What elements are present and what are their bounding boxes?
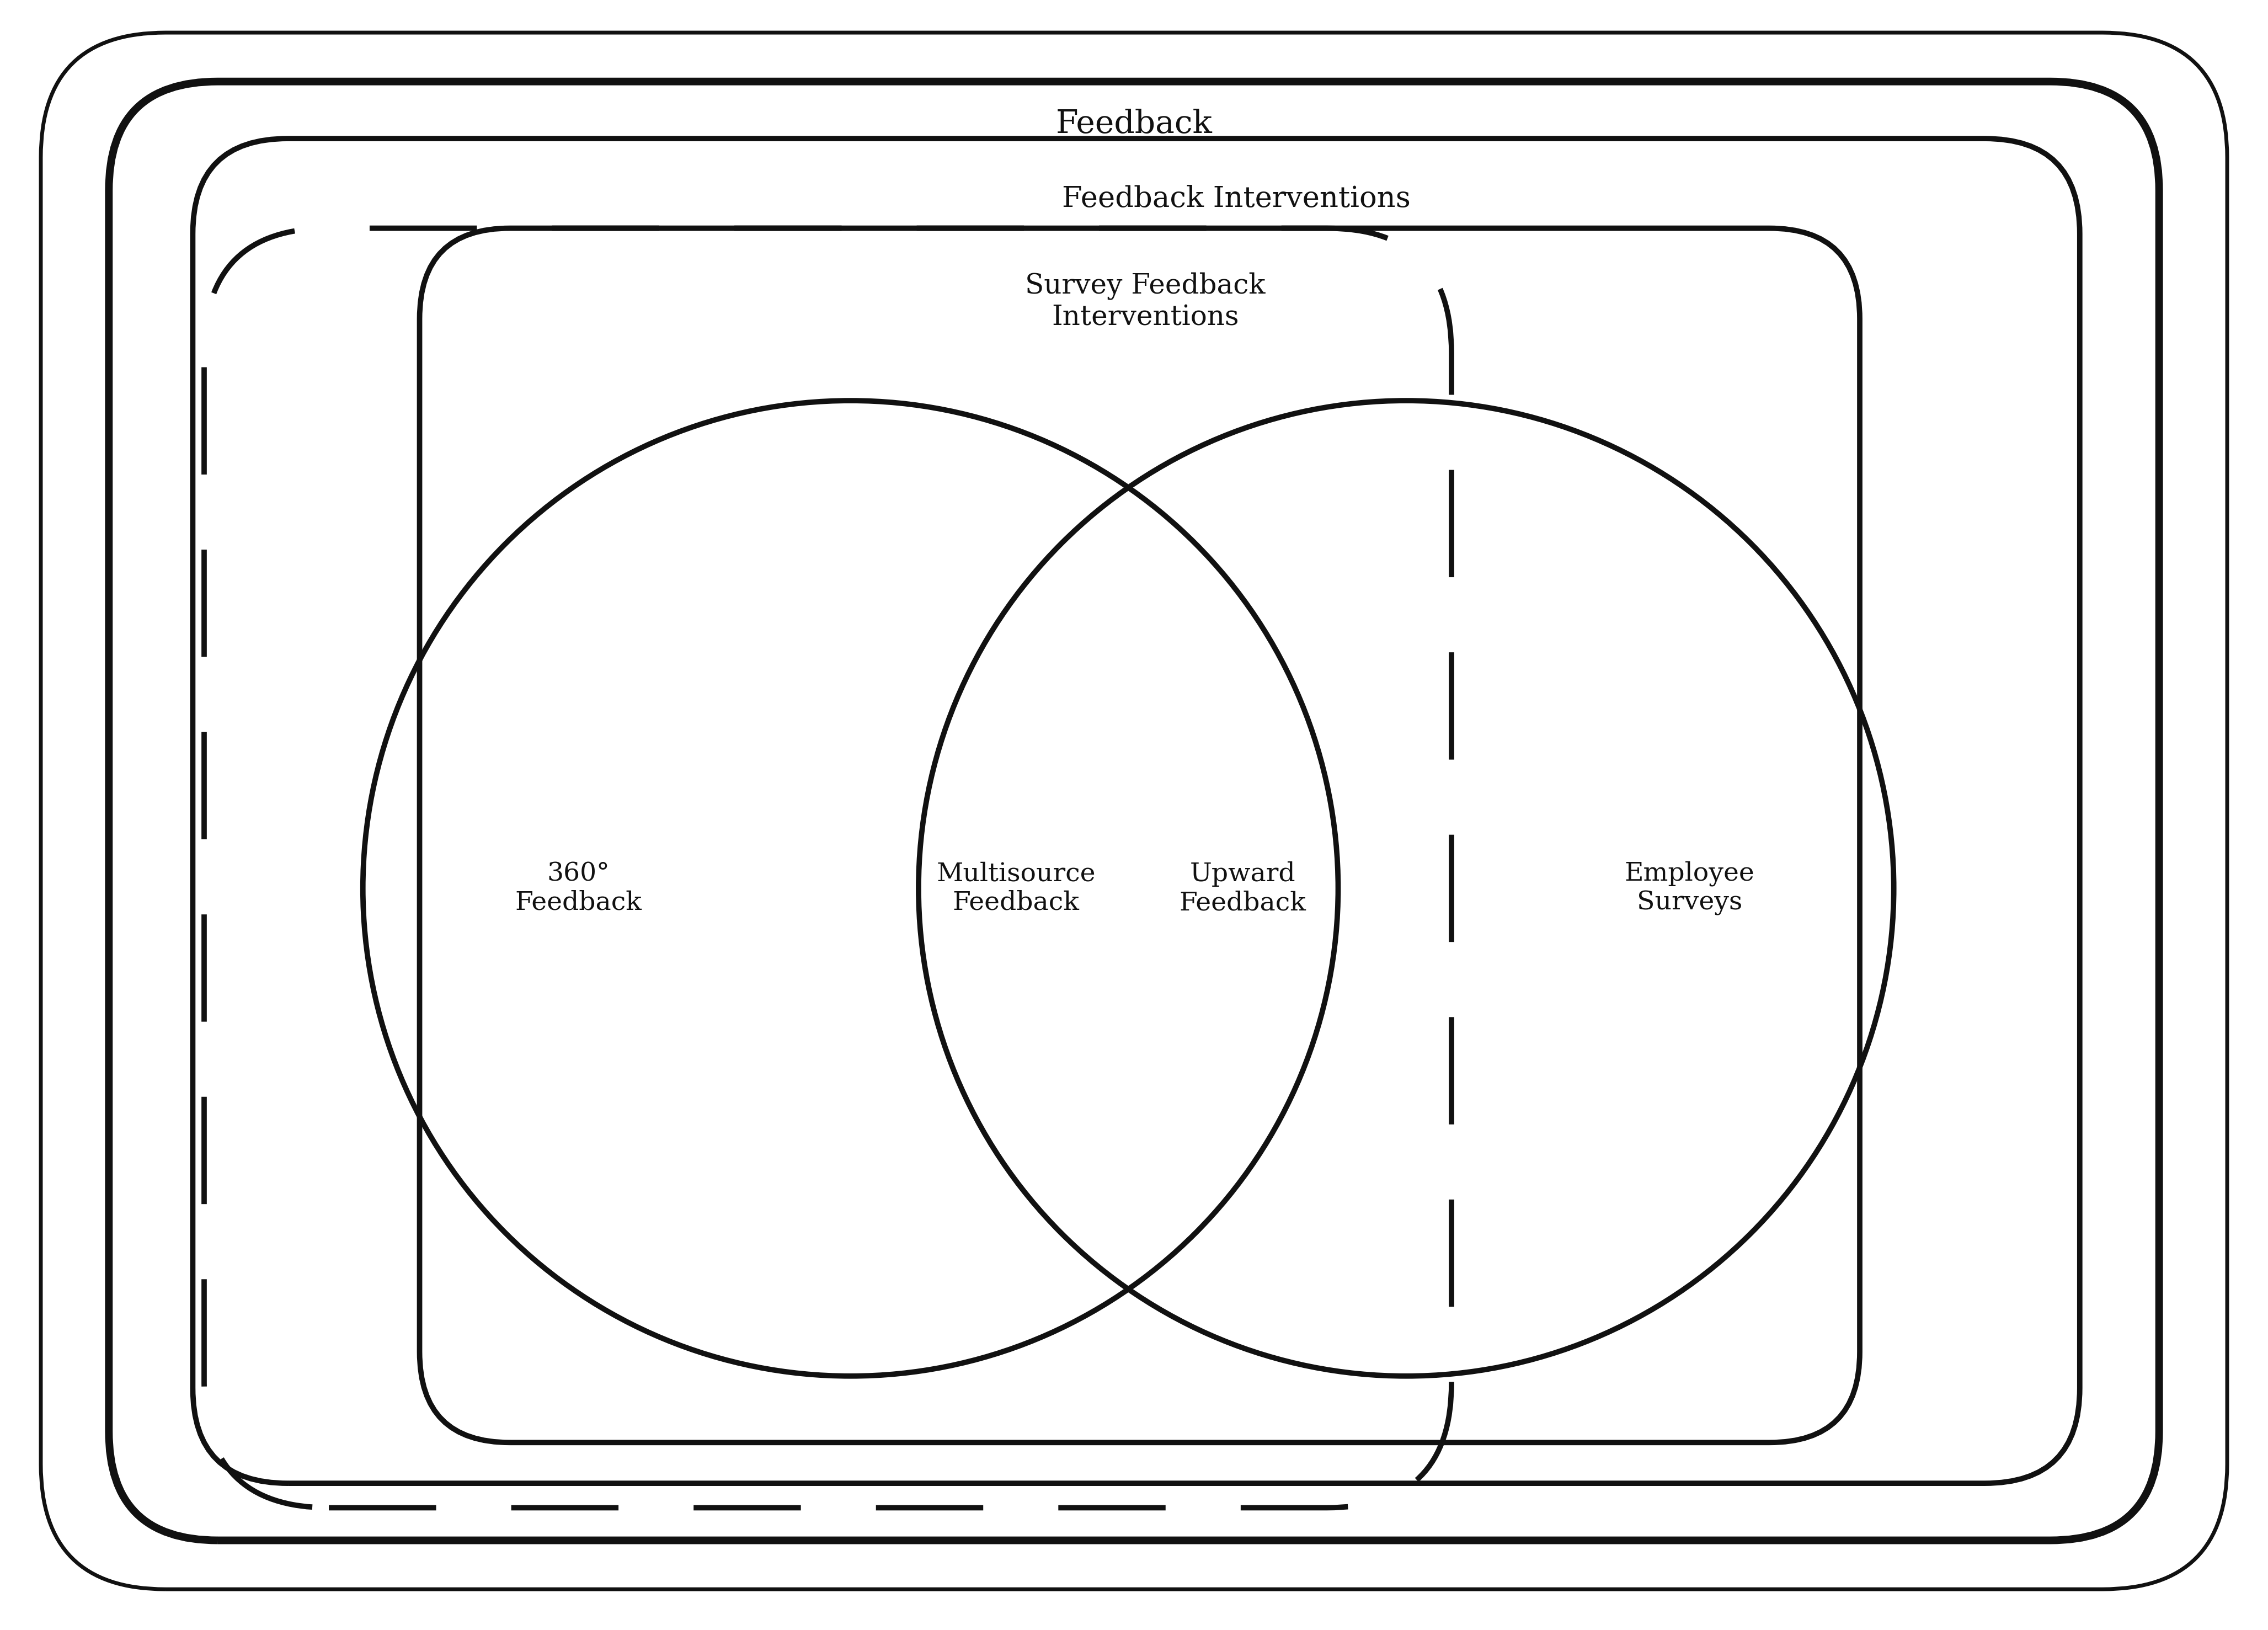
Text: Feedback Interventions: Feedback Interventions [1061,184,1411,214]
Text: Feedback: Feedback [1055,109,1213,139]
Text: 360°
Feedback: 360° Feedback [515,861,642,916]
Text: Survey Feedback
Interventions: Survey Feedback Interventions [1025,272,1266,331]
Text: Multisource
Feedback: Multisource Feedback [937,861,1095,916]
Text: Upward
Feedback: Upward Feedback [1179,861,1306,916]
Text: Employee
Surveys: Employee Surveys [1624,861,1755,916]
